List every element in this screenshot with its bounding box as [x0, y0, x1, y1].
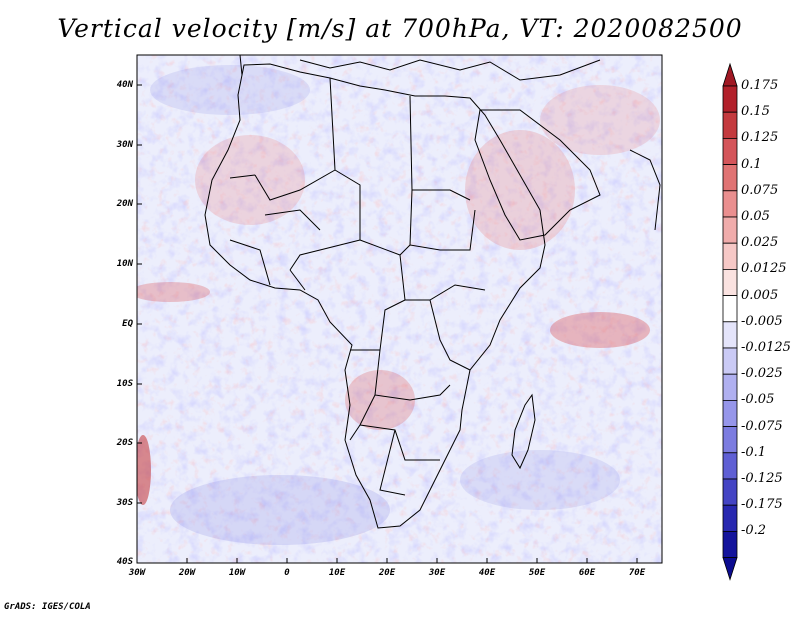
- colorbar-segment: [722, 268, 738, 296]
- colorbar-segment: [722, 373, 738, 401]
- map-frame: [136, 54, 663, 564]
- lat-label: 30N: [116, 140, 133, 150]
- lat-label: 40N: [116, 80, 133, 90]
- colorbar-tick-label: 0.075: [741, 182, 779, 198]
- lon-label: 30W: [128, 568, 146, 578]
- lat-label: 20N: [116, 199, 133, 209]
- lon-label: 60E: [578, 568, 596, 578]
- colorbar-segment: [722, 137, 738, 165]
- colorbar-tick-label: 0.175: [741, 78, 779, 93]
- lat-label: 30S: [116, 498, 133, 508]
- lat-label: 10S: [116, 379, 133, 389]
- colorbar-segment: [722, 347, 738, 375]
- colorbar-tick-label: 0.005: [741, 287, 779, 303]
- lat-ticks: [137, 84, 142, 504]
- colorbar-tick-label: -0.005: [741, 313, 783, 329]
- colorbar-tick-label: 0.05: [741, 209, 770, 224]
- vertical-velocity-field: [137, 55, 662, 563]
- colorbar-segment: [722, 242, 738, 270]
- colorbar-tick-label: 0.0125: [741, 261, 787, 277]
- lon-label: 0: [284, 568, 290, 578]
- lon-label: 20W: [178, 568, 196, 578]
- lon-label: 10W: [228, 568, 246, 578]
- lat-label: 40S: [116, 557, 133, 567]
- lon-label: 30E: [428, 568, 446, 578]
- colorbar-segment: [722, 399, 738, 427]
- colorbar-segment: [722, 478, 738, 506]
- lat-label: EQ: [122, 319, 133, 329]
- colorbar-max-arrow: [722, 62, 738, 87]
- colorbar-segment: [722, 111, 738, 139]
- colorbar-min-arrow: [722, 557, 738, 581]
- colorbar-tick-label: -0.0125: [741, 340, 791, 355]
- colorbar-segment: [722, 295, 738, 323]
- colorbar-segment: [722, 85, 738, 113]
- lat-label: 20S: [116, 438, 133, 448]
- colorbar-segment: [722, 504, 738, 532]
- country-borders: [204, 55, 661, 529]
- colorbar-tick-label: 0.1: [741, 156, 762, 172]
- colorbar-tick-label: -0.1: [741, 444, 767, 460]
- colorbar-tick-label: -0.2: [741, 523, 767, 539]
- colorbar-tick-label: 0.025: [741, 235, 779, 251]
- credit-text: GrADS: IGES/COLA: [4, 602, 91, 612]
- colorbar-tick-label: -0.075: [741, 418, 783, 434]
- lat-label: 10N: [116, 259, 133, 269]
- colorbar-tick-label: -0.05: [741, 392, 775, 408]
- colorbar-segment: [722, 216, 738, 244]
- plot-title: Vertical velocity [m/s] at 700hPa, VT: 2…: [57, 14, 743, 43]
- lon-label: 50E: [528, 568, 546, 578]
- colorbar-segment: [722, 190, 738, 218]
- lon-label: 10E: [328, 568, 346, 578]
- colorbar-tick-label: -0.125: [741, 471, 783, 486]
- colorbar-tick-label: 0.15: [741, 104, 770, 120]
- lon-ticks: [186, 558, 638, 563]
- colorbar-segment: [722, 452, 738, 480]
- lon-label: 70E: [628, 568, 646, 578]
- colorbar-tick-label: -0.025: [741, 366, 783, 382]
- colorbar: [722, 62, 738, 581]
- colorbar-segment: [722, 321, 738, 349]
- lon-label: 40E: [478, 568, 496, 578]
- colorbar-segment: [722, 531, 738, 559]
- colorbar-tick-label: 0.125: [741, 130, 779, 146]
- colorbar-segment: [722, 164, 738, 192]
- colorbar-segment: [722, 426, 738, 454]
- colorbar-tick-label: -0.175: [741, 497, 783, 513]
- lon-label: 20E: [378, 568, 396, 578]
